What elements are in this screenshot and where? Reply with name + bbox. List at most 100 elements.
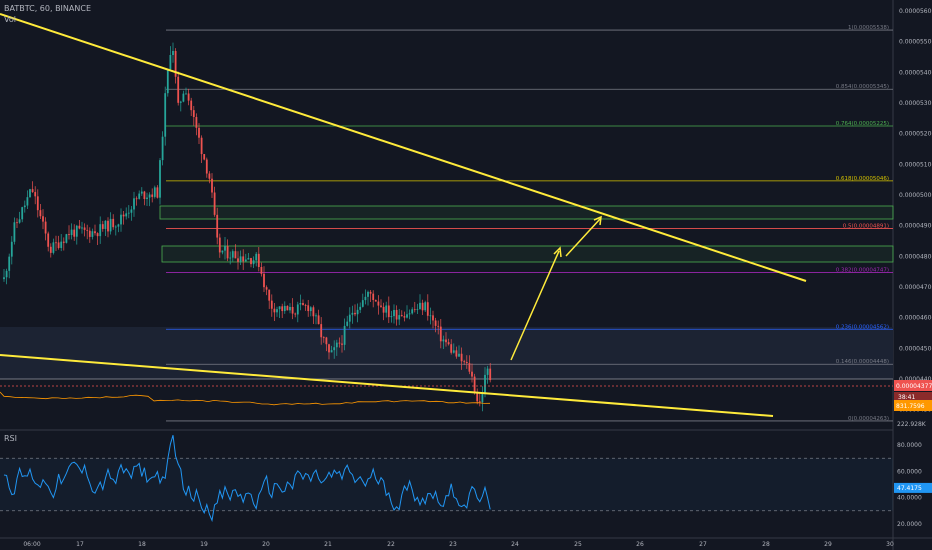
candle-body bbox=[400, 315, 403, 317]
candle-body bbox=[140, 191, 143, 194]
candle-body bbox=[484, 374, 486, 395]
candle-body bbox=[348, 314, 351, 322]
candle-body bbox=[177, 76, 180, 103]
candle-body bbox=[208, 173, 211, 179]
candle-body bbox=[442, 339, 445, 342]
candle-body bbox=[143, 191, 146, 200]
candle-body bbox=[364, 296, 367, 301]
candle-body bbox=[309, 307, 312, 312]
candle-body bbox=[421, 302, 424, 311]
price-tick-label: 0.00005100 bbox=[899, 161, 932, 168]
candle-body bbox=[166, 69, 169, 94]
fib-level-label: 0.764(0.00005225) bbox=[836, 121, 889, 127]
candle-body bbox=[29, 189, 31, 198]
candle-body bbox=[218, 237, 221, 253]
fib-level-label: 0(0.00004263) bbox=[848, 416, 889, 422]
price-tick-label: 0.00004800 bbox=[899, 253, 932, 260]
candle-body bbox=[273, 308, 276, 313]
candle-body bbox=[291, 306, 294, 314]
candle-body bbox=[286, 305, 289, 311]
candle-body bbox=[471, 371, 473, 377]
rsi-tick-label: 60.0000 bbox=[897, 468, 922, 475]
candle-body bbox=[99, 224, 102, 237]
candle-body bbox=[424, 302, 427, 311]
candle-body bbox=[343, 325, 346, 345]
candle-body bbox=[465, 361, 468, 364]
candle-body bbox=[257, 253, 260, 267]
price-tick-label: 0.00004700 bbox=[899, 284, 932, 291]
candle-body bbox=[114, 226, 117, 228]
time-tick-label: 30 bbox=[886, 541, 894, 548]
candle-body bbox=[101, 224, 104, 229]
candle-body bbox=[317, 315, 320, 325]
candle-body bbox=[146, 197, 148, 200]
candle-body bbox=[242, 256, 245, 262]
chart-legend: BATBTC, 60, BINANCE Vol bbox=[4, 3, 91, 25]
candle-body bbox=[117, 224, 120, 227]
candle-body bbox=[81, 227, 83, 229]
candle-body bbox=[351, 312, 354, 315]
candle-body bbox=[224, 246, 226, 251]
time-tick-label: 06:00 bbox=[23, 541, 40, 548]
candle-body bbox=[159, 160, 161, 198]
candle-body bbox=[179, 101, 182, 103]
candle-body bbox=[335, 342, 338, 348]
volume-label: Vol bbox=[4, 15, 16, 24]
candle-body bbox=[161, 136, 164, 161]
rsi-value-badge bbox=[894, 482, 932, 493]
candle-body bbox=[268, 289, 271, 301]
rsi-pane-label: RSI bbox=[4, 434, 17, 443]
candle-body bbox=[65, 234, 68, 243]
candle-body bbox=[39, 210, 42, 217]
candle-body bbox=[94, 231, 96, 234]
candle-body bbox=[463, 361, 466, 363]
candle-body bbox=[281, 306, 284, 312]
candle-body bbox=[153, 187, 156, 197]
fib-level-label: 1(0.00005538) bbox=[848, 25, 889, 31]
candle-body bbox=[44, 221, 47, 234]
candle-body bbox=[481, 394, 484, 403]
candle-body bbox=[125, 213, 128, 217]
candle-body bbox=[294, 313, 297, 315]
candle-body bbox=[460, 353, 463, 362]
candle-body bbox=[96, 233, 99, 237]
candle-body bbox=[299, 303, 302, 305]
countdown-label: 38:41 bbox=[898, 394, 915, 401]
candle-body bbox=[169, 54, 172, 70]
candle-body bbox=[10, 241, 13, 257]
candle-body bbox=[42, 216, 44, 222]
candle-body bbox=[377, 301, 380, 306]
rsi-value-label: 47.4175 bbox=[897, 485, 922, 492]
time-tick-label: 25 bbox=[574, 541, 582, 548]
candle-body bbox=[398, 315, 401, 320]
candle-body bbox=[419, 302, 421, 310]
descending-resistance-trendline bbox=[0, 13, 807, 282]
candle-body bbox=[86, 229, 89, 231]
time-tick-label: 20 bbox=[262, 541, 270, 548]
candle-body bbox=[122, 214, 125, 217]
rsi-band bbox=[0, 458, 893, 511]
volume-ma-value: 831.7596 bbox=[896, 403, 925, 410]
candle-body bbox=[315, 315, 317, 317]
candle-body bbox=[413, 309, 416, 311]
candle-body bbox=[52, 242, 55, 253]
volume-value-label: 222.928K bbox=[897, 421, 927, 428]
candle-body bbox=[239, 256, 242, 262]
projection-arrowhead-1 bbox=[553, 246, 562, 258]
candle-body bbox=[486, 368, 489, 375]
candle-body bbox=[255, 253, 258, 261]
candle-body bbox=[62, 241, 65, 243]
candle-body bbox=[307, 305, 310, 312]
candle-body bbox=[13, 222, 16, 242]
volume-ma-badge bbox=[894, 400, 932, 411]
candle-body bbox=[34, 192, 37, 197]
candle-body bbox=[203, 154, 206, 160]
candle-body bbox=[174, 50, 177, 77]
candle-body bbox=[406, 314, 408, 318]
candle-body bbox=[312, 307, 315, 317]
candle-body bbox=[278, 306, 281, 310]
candle-body bbox=[408, 313, 411, 315]
candle-body bbox=[226, 246, 229, 259]
candle-body bbox=[260, 266, 263, 274]
